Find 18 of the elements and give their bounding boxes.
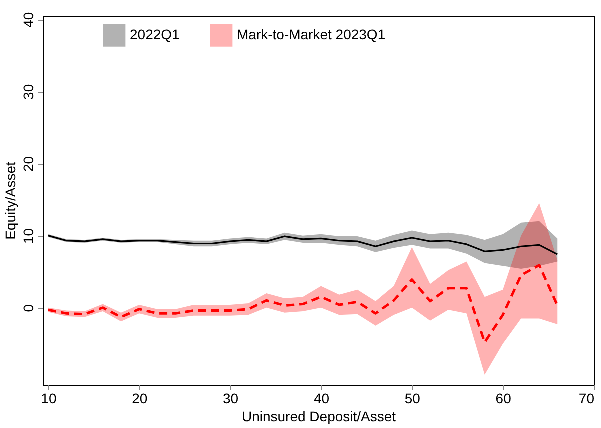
line-series: [48, 235, 558, 256]
y-tick-label: 0: [20, 304, 36, 312]
line-series: [47, 264, 559, 344]
x-tick-label: 20: [132, 390, 148, 406]
y-tick-label: 30: [20, 84, 36, 100]
x-axis-title: Uninsured Deposit/Asset: [242, 408, 396, 424]
x-tick-label: 50: [404, 390, 421, 406]
y-axis-title: Equity/Asset: [2, 162, 18, 240]
x-tick-label: 10: [41, 390, 57, 406]
x-tick-label: 60: [496, 390, 512, 406]
legend-label: Mark-to-Market 2023Q1: [237, 26, 386, 43]
y-tick-label: 40: [20, 12, 36, 28]
x-tick-label: 70: [578, 390, 595, 406]
y-tick-label: 20: [20, 156, 36, 172]
y-tick-label: 10: [20, 228, 36, 244]
x-tick-label: 40: [314, 390, 330, 406]
x-tick-label: 30: [223, 390, 239, 406]
legend-label: 2022Q1: [130, 26, 180, 43]
